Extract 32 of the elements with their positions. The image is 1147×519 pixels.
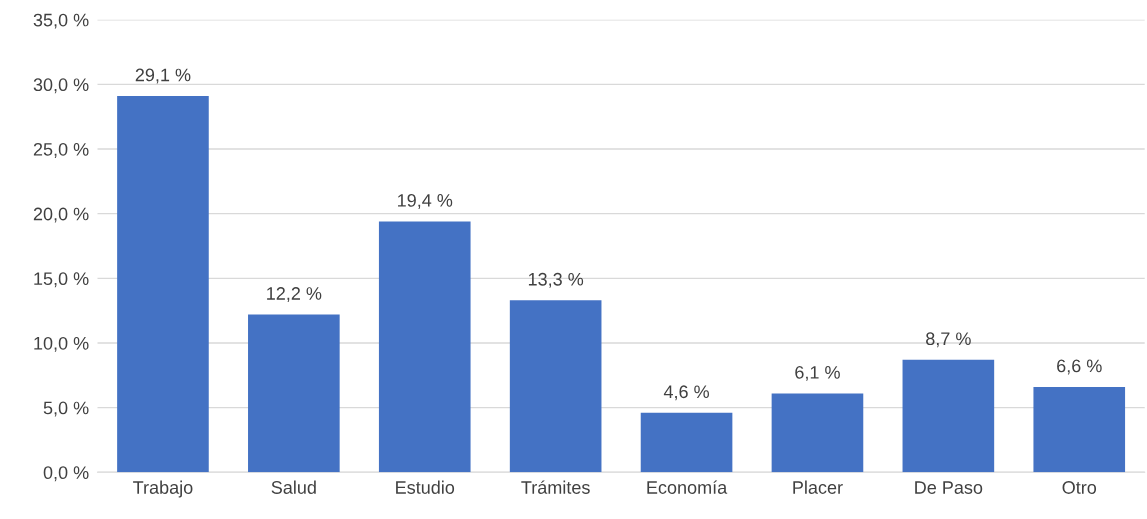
x-tick-label: Otro <box>1062 481 1097 494</box>
x-tick-label: Trabajo <box>133 480 193 498</box>
bar <box>509 300 602 473</box>
x-tick-label: Placer <box>793 480 843 494</box>
bar <box>248 314 340 473</box>
y-tick-label: 35,0 % <box>33 13 89 29</box>
y-tick-label: 15,0 % <box>34 272 89 288</box>
x-tick-label: De Paso <box>915 481 983 494</box>
data-label: 6,6 % <box>1057 359 1102 375</box>
bar <box>378 221 471 473</box>
data-label: 19,4 % <box>398 193 453 209</box>
x-tick-label: Economía <box>647 480 728 494</box>
y-tick-label: 0,0 % <box>43 466 89 482</box>
bar <box>902 359 995 473</box>
y-tick-label: 30,0 % <box>33 78 89 94</box>
y-tick-label: 5,0 % <box>43 401 89 417</box>
bar <box>117 96 209 473</box>
x-tick-label: Trámites <box>521 480 590 494</box>
x-tick-label: Salud <box>271 480 316 494</box>
bar <box>640 412 733 473</box>
bar <box>1033 386 1126 473</box>
x-tick-label: Estudio <box>396 480 455 494</box>
data-label: 12,2 % <box>267 287 322 302</box>
data-label: 13,3 % <box>528 272 584 288</box>
data-label: 6,1 % <box>795 365 840 381</box>
data-label: 4,6 % <box>663 385 709 401</box>
data-label: 8,7 % <box>926 332 971 348</box>
y-tick-label: 20,0 % <box>33 207 89 223</box>
y-tick-label: 10,0 % <box>34 336 89 352</box>
data-label: 29,1 % <box>135 68 191 84</box>
bar <box>771 393 864 473</box>
y-tick-label: 25,0 % <box>33 142 89 158</box>
